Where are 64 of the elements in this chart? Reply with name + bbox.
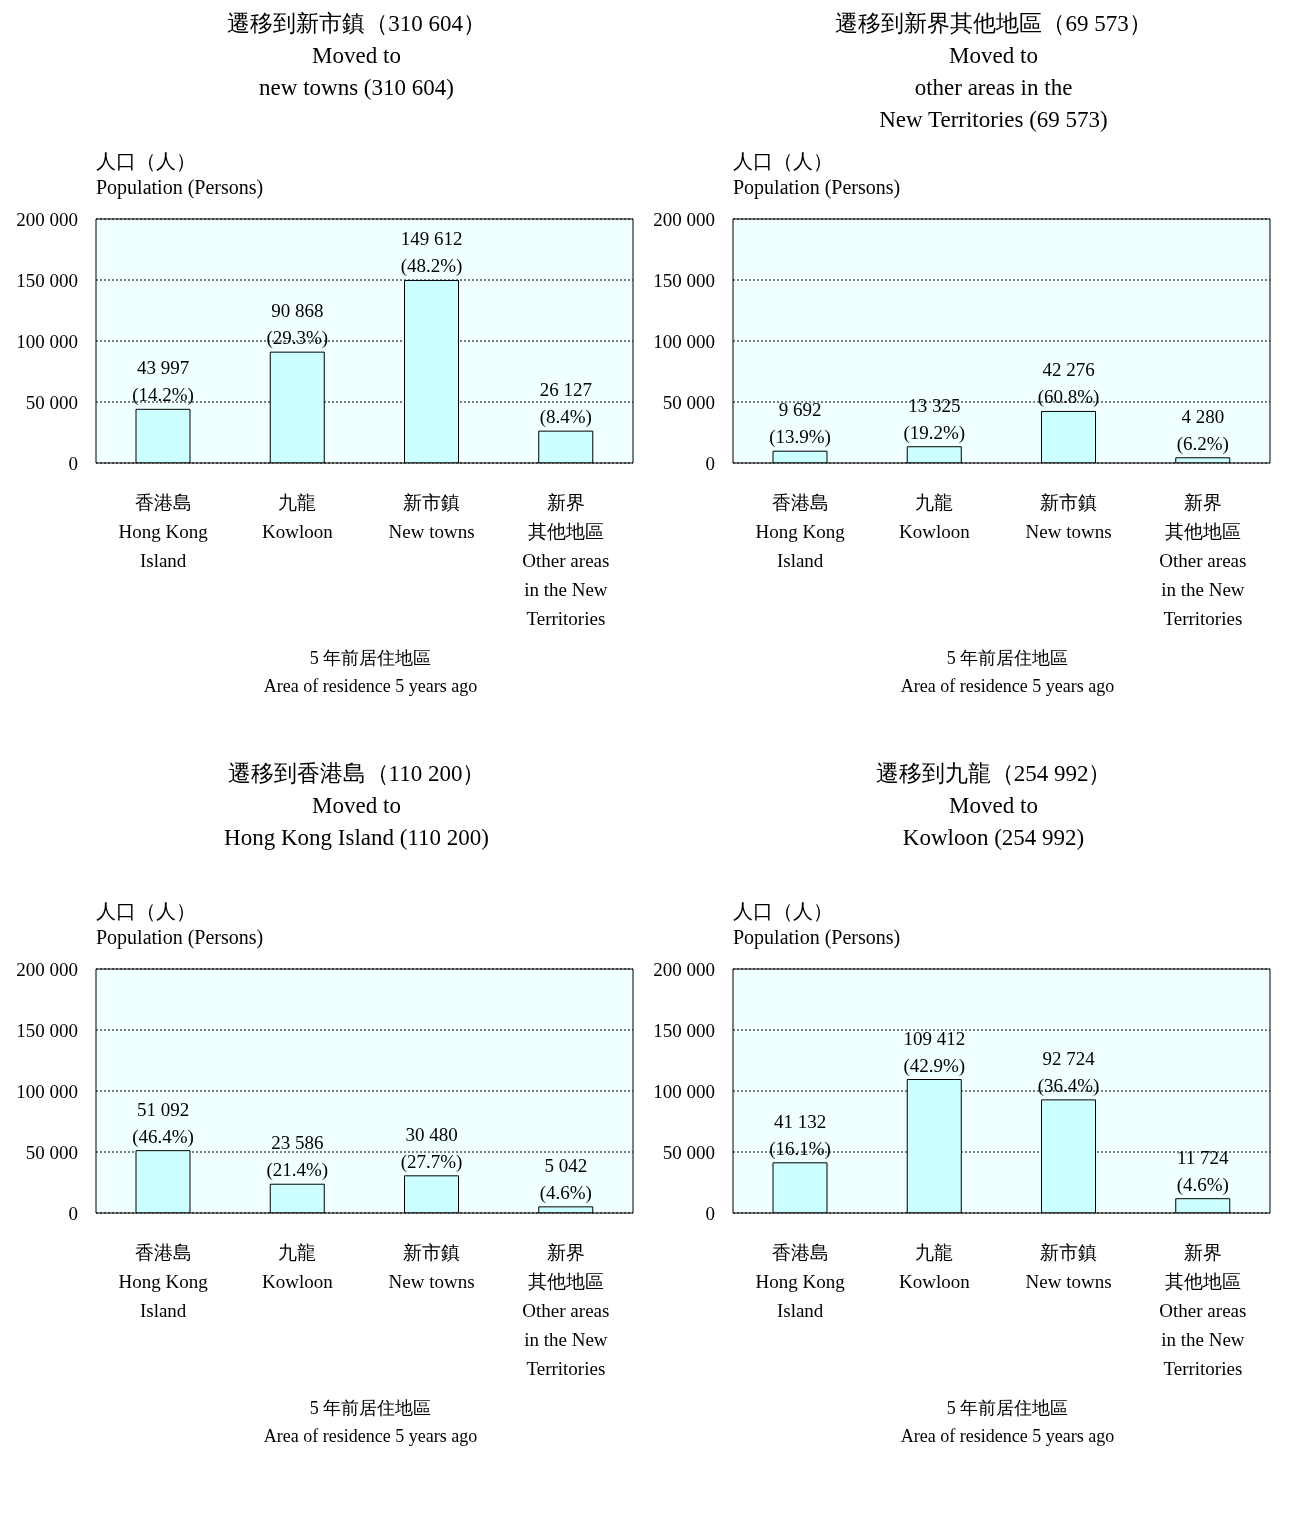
y-tick-label: 150 000 <box>653 269 715 291</box>
x-tick-label: 香港島 Hong Kong Island <box>118 492 209 571</box>
x-tick-label: 九龍 Kowloon <box>899 492 971 542</box>
data-label: 43 997 (14.2%) <box>132 357 194 407</box>
data-label: 149 612 (48.2%) <box>400 228 463 278</box>
data-label: 90 868 (29.3%) <box>266 300 329 350</box>
x-tick-label: 新界其他地區 Other areas in the New Territories <box>1159 492 1247 629</box>
x-tick-label: 新界其他地區 Other areas in the New Territories <box>522 1242 610 1379</box>
data-label: 42 276 (60.8%) <box>1037 359 1100 409</box>
x-tick-label: 新市鎮 New towns <box>388 492 475 542</box>
x-axis-title: 5 年前居住地區 Area of residence 5 years ago <box>262 647 479 698</box>
x-tick-label: 新界其他地區 Other areas in the New Territories <box>1159 1242 1247 1379</box>
chart-title: 遷移到香港島（110 200） Moved to Hong Kong Island (110 200) <box>223 760 490 852</box>
y-axis-title: 人口（人） Population (Persons) <box>733 149 902 201</box>
y-tick-label: 50 000 <box>25 1141 78 1163</box>
chart-title: 遷移到新市鎮（310 604） Moved to new towns (310 604) <box>226 10 487 102</box>
data-label: 109 412 (42.9%) <box>903 1027 966 1077</box>
y-tick-label: 0 <box>68 452 78 474</box>
y-tick-label: 100 000 <box>653 1080 715 1102</box>
data-label: 51 092 (46.4%) <box>132 1098 194 1148</box>
y-tick-label: 50 000 <box>25 391 78 413</box>
y-axis-title: 人口（人） Population (Persons) <box>733 899 902 951</box>
y-tick-label: 150 000 <box>653 1019 715 1041</box>
y-tick-label: 100 000 <box>16 1080 78 1102</box>
y-tick-label: 200 000 <box>653 208 715 230</box>
x-axis-title: 5 年前居住地區 Area of residence 5 years ago <box>899 647 1116 698</box>
data-label: 11 724 (4.6%) <box>1176 1146 1230 1196</box>
y-tick-label: 200 000 <box>16 208 78 230</box>
x-tick-label: 九龍 Kowloon <box>262 1242 334 1292</box>
y-tick-label: 150 000 <box>16 1019 78 1041</box>
x-tick-label: 九龍 Kowloon <box>899 1242 971 1292</box>
x-tick-label: 香港島 Hong Kong Island <box>755 492 846 571</box>
y-axis-title: 人口（人） Population (Persons) <box>96 899 265 951</box>
x-tick-label: 新界其他地區 Other areas in the New Territories <box>522 492 610 629</box>
x-tick-label: 新市鎮 New towns <box>1025 1242 1112 1292</box>
y-tick-label: 0 <box>68 1202 78 1224</box>
data-label: 41 132 (16.1%) <box>769 1110 831 1160</box>
y-tick-label: 100 000 <box>653 330 715 352</box>
y-axis-title: 人口（人） Population (Persons) <box>96 149 265 201</box>
data-label: 13 325 (19.2%) <box>903 394 966 444</box>
data-label: 92 724 (36.4%) <box>1037 1047 1100 1097</box>
chart-title: 遷移到新界其他地區（69 573） Moved to other areas in the New Territories (69 573) <box>834 10 1153 134</box>
x-tick-label: 九龍 Kowloon <box>262 492 334 542</box>
y-tick-label: 150 000 <box>16 269 78 291</box>
y-tick-label: 200 000 <box>653 958 715 980</box>
x-tick-label: 新市鎮 New towns <box>1025 492 1112 542</box>
chart-title: 遷移到九龍（254 992） Moved to Kowloon (254 992) <box>874 760 1113 852</box>
data-label: 4 280 (6.2%) <box>1176 405 1229 455</box>
x-tick-label: 香港島 Hong Kong Island <box>118 1242 209 1321</box>
y-tick-label: 50 000 <box>662 391 715 413</box>
y-tick-label: 50 000 <box>662 1141 715 1163</box>
data-label: 23 586 (21.4%) <box>266 1132 329 1182</box>
y-tick-label: 200 000 <box>16 958 78 980</box>
x-axis-title: 5 年前居住地區 Area of residence 5 years ago <box>262 1397 479 1448</box>
y-tick-label: 0 <box>705 1202 715 1224</box>
y-tick-label: 0 <box>705 452 715 474</box>
data-label: 9 692 (13.9%) <box>769 399 831 449</box>
x-tick-label: 香港島 Hong Kong Island <box>755 1242 846 1321</box>
x-axis-title: 5 年前居住地區 Area of residence 5 years ago <box>899 1397 1116 1448</box>
data-label: 5 042 (4.6%) <box>539 1154 592 1204</box>
x-tick-label: 新市鎮 New towns <box>388 1242 475 1292</box>
y-tick-label: 100 000 <box>16 330 78 352</box>
data-label: 26 127 (8.4%) <box>539 379 592 429</box>
data-label: 30 480 (27.7%) <box>400 1123 463 1173</box>
